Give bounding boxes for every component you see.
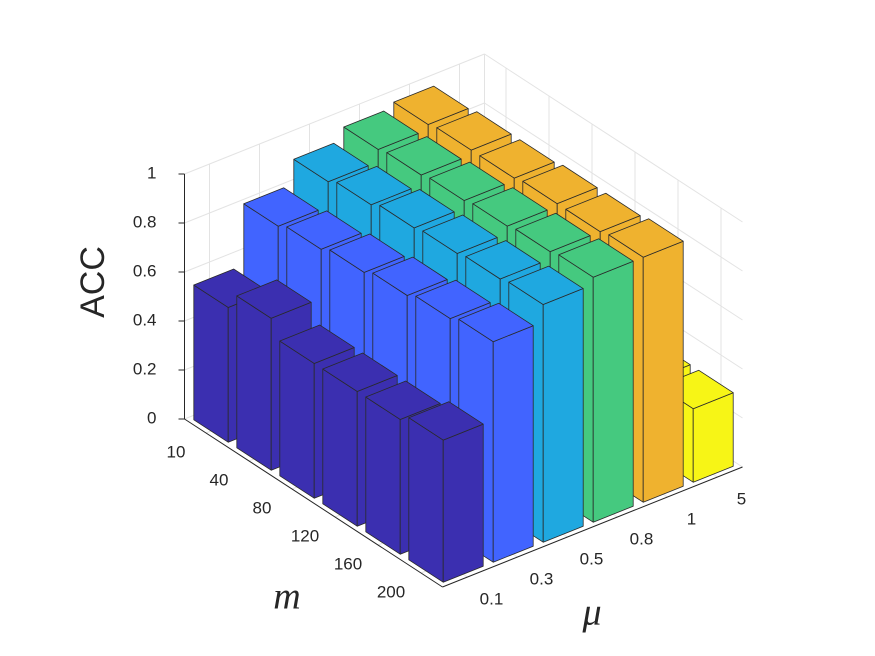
x-tick-label: 160 (334, 554, 362, 573)
bar-top (479, 139, 555, 179)
z-tick-label: 0.6 (133, 261, 157, 280)
bar-top (472, 187, 548, 227)
bar-top (386, 136, 462, 176)
z-tick-label: 0.8 (133, 212, 157, 231)
bar-side (542, 288, 584, 543)
bar-top (286, 210, 362, 250)
bar-side (408, 417, 444, 583)
z-axis-label: ACC (74, 246, 112, 318)
bar-side (492, 325, 534, 563)
z-tick-label: 0.2 (133, 359, 157, 378)
bar-top (243, 187, 319, 227)
bar-top (422, 214, 498, 254)
bar-top (458, 302, 534, 343)
bar-top (565, 192, 641, 233)
bar-top (393, 85, 469, 125)
grid-line (484, 102, 743, 272)
bar-top (343, 110, 419, 150)
bar-top (365, 380, 441, 420)
y-tick-label: 0.3 (530, 569, 554, 588)
x-tick-label: 200 (377, 582, 405, 601)
bar-top (372, 256, 448, 296)
bar-side (442, 423, 484, 583)
bar-side (365, 396, 401, 555)
bar-top (508, 265, 584, 305)
z-tick-label: 0.4 (133, 310, 157, 329)
bar-top (329, 233, 405, 273)
bar-top (379, 189, 455, 229)
bar-top (336, 165, 412, 206)
bar-side (322, 368, 358, 527)
bar-top (522, 164, 598, 205)
bar-top (515, 212, 591, 253)
grid-line (184, 53, 485, 175)
y-axis (442, 466, 743, 588)
bar-side (236, 295, 272, 471)
bar-top (293, 142, 369, 183)
y-tick-label: 0.8 (630, 529, 654, 548)
bar-side (193, 284, 229, 443)
y-tick-label: 5 (737, 489, 746, 508)
grid-line (484, 53, 743, 223)
y-tick-label: 0.1 (480, 589, 504, 608)
bar-top (236, 279, 312, 319)
bar-top (408, 401, 484, 441)
y-tick-label: 1 (687, 509, 696, 528)
bar-top (415, 279, 491, 320)
x-tick-label: 10 (167, 442, 186, 461)
bar-top (436, 111, 512, 151)
x-axis (184, 418, 443, 588)
bar-top (465, 240, 541, 280)
bar-top (279, 324, 355, 364)
x-axis-label: m (273, 576, 300, 618)
x-tick-label: 120 (291, 526, 319, 545)
y-tick-label: 0.5 (580, 549, 604, 568)
x-tick-label: 80 (253, 498, 272, 517)
bar-side (642, 240, 684, 503)
y-axis-label: μ (581, 592, 601, 634)
bar-side (279, 340, 315, 499)
bar-side (592, 260, 634, 523)
z-tick-label: 0 (147, 408, 156, 427)
x-tick-label: 40 (210, 470, 229, 489)
bar-top (608, 218, 684, 258)
bar-top (429, 161, 505, 201)
bar-top (322, 352, 398, 392)
bar-top (558, 238, 634, 278)
z-tick-label: 1 (147, 163, 156, 182)
